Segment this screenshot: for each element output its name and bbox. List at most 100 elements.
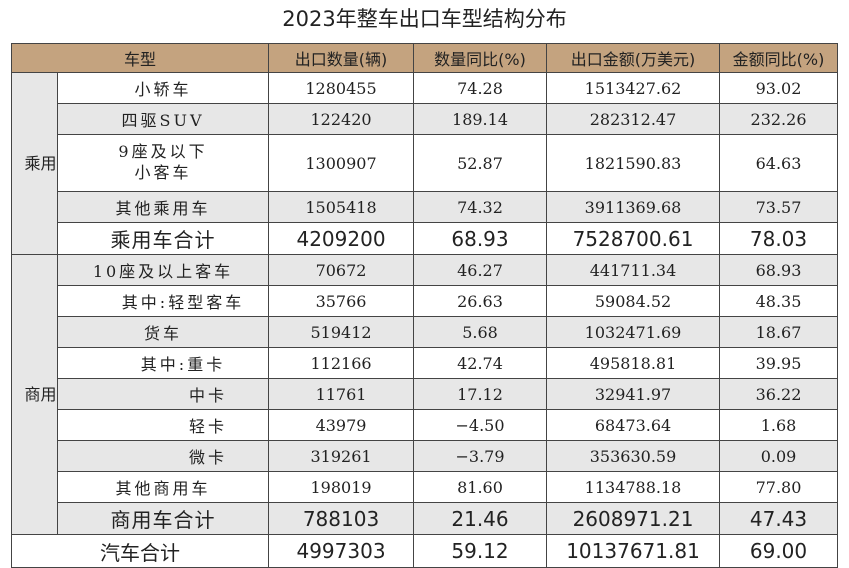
cell-amount: 1821590.83 <box>546 134 721 192</box>
cell-qty: 319261 <box>268 440 415 472</box>
cell-qty: 788103 <box>268 502 415 535</box>
cell-amount-yoy: 93.02 <box>719 72 839 104</box>
cell-qty-yoy: 46.27 <box>413 254 548 286</box>
cell-amount-yoy: 73.57 <box>719 191 839 223</box>
cell-qty: 1300907 <box>268 134 415 192</box>
cell-qty-yoy: 26.63 <box>413 285 548 317</box>
group-label-commercial: 商用车 <box>11 254 58 535</box>
cell-qty: 11761 <box>268 378 415 410</box>
table-row: 其中:轻型客车 35766 26.63 59084.52 48.35 <box>12 285 839 317</box>
cell-amount-yoy: 47.43 <box>719 502 839 535</box>
header-vehicle-type: 车型 <box>10 43 270 73</box>
cell-qty-yoy: 17.12 <box>413 378 548 410</box>
table-row: 其中:重卡 112166 42.74 495818.81 39.95 <box>12 347 839 379</box>
cell-qty: 70672 <box>268 254 415 286</box>
cell-amount-yoy: 77.80 <box>719 471 839 503</box>
row-name: 汽车合计 <box>10 534 270 568</box>
cell-amount: 1513427.62 <box>546 72 721 104</box>
subtotal-row-passenger: 乘用车合计 4209200 68.93 7528700.61 78.03 <box>12 222 839 255</box>
cell-qty: 4997303 <box>268 534 415 568</box>
table-row: 乘用车 小轿车 1280455 74.28 1513427.62 93.02 <box>11 72 839 255</box>
row-name-line-1: 9座及以下 <box>118 142 208 162</box>
row-name: 乘用车合计 <box>56 222 270 255</box>
table-row: 其他乘用车 1505418 74.32 3911369.68 73.57 <box>12 191 839 223</box>
row-name: 小轿车 <box>56 72 270 104</box>
cell-amount: 495818.81 <box>546 347 721 379</box>
row-name: 微卡 <box>56 440 270 472</box>
cell-amount: 1134788.18 <box>546 471 721 503</box>
cell-amount: 10137671.81 <box>546 534 721 568</box>
cell-amount-yoy: 232.26 <box>719 103 839 135</box>
cell-qty-yoy: 21.46 <box>413 502 548 535</box>
subtotal-row-commercial: 商用车合计 788103 21.46 2608971.21 47.43 <box>12 502 839 535</box>
table-row: 四驱SUV 122420 189.14 282312.47 232.26 <box>12 103 839 135</box>
row-name: 货车 <box>56 316 270 348</box>
cell-qty-yoy: 59.12 <box>413 534 548 568</box>
cell-amount-yoy: 1.68 <box>719 409 839 441</box>
cell-amount-yoy: 48.35 <box>719 285 839 317</box>
row-name: 其中:重卡 <box>56 347 270 379</box>
grand-total-row: 汽车合计 4997303 59.12 10137671.81 69.00 <box>10 534 839 568</box>
cell-amount: 2608971.21 <box>546 502 721 535</box>
table-row: 中卡 11761 17.12 32941.97 36.22 <box>12 378 839 410</box>
table-row: 9座及以下 小客车 1300907 52.87 1821590.83 64.63 <box>12 134 839 192</box>
header-row: 车型 出口数量(辆) 数量同比(%) 出口金额(万美元) 金额同比(%) <box>10 43 839 73</box>
cell-qty-yoy: 74.28 <box>413 72 548 104</box>
table-row: 商用车 10座及以上客车 70672 46.27 441711.34 68.93 <box>11 254 839 535</box>
table-row: 微卡 319261 −3.79 353630.59 0.09 <box>12 440 839 472</box>
cell-amount-yoy: 68.93 <box>719 254 839 286</box>
cell-qty-yoy: 5.68 <box>413 316 548 348</box>
row-name: 轻卡 <box>56 409 270 441</box>
row-name: 四驱SUV <box>56 103 270 135</box>
cell-qty-yoy: 52.87 <box>413 134 548 192</box>
cell-amount: 353630.59 <box>546 440 721 472</box>
row-name-line-2: 小客车 <box>134 163 192 182</box>
cell-amount: 441711.34 <box>546 254 721 286</box>
cell-qty: 4209200 <box>268 222 415 255</box>
header-amount-yoy: 金额同比(%) <box>719 43 839 73</box>
cell-qty: 43979 <box>268 409 415 441</box>
cell-qty-yoy: 74.32 <box>413 191 548 223</box>
row-name: 中卡 <box>56 378 270 410</box>
table-row: 货车 519412 5.68 1032471.69 18.67 <box>12 316 839 348</box>
cell-amount-yoy: 64.63 <box>719 134 839 192</box>
table-row: 轻卡 43979 −4.50 68473.64 1.68 <box>12 409 839 441</box>
cell-amount-yoy: 36.22 <box>719 378 839 410</box>
cell-amount-yoy: 18.67 <box>719 316 839 348</box>
cell-amount: 1032471.69 <box>546 316 721 348</box>
row-name: 其他乘用车 <box>56 191 270 223</box>
cell-amount-yoy: 78.03 <box>719 222 839 255</box>
cell-qty: 1280455 <box>268 72 415 104</box>
header-export-qty: 出口数量(辆) <box>268 43 415 73</box>
group-label-passenger: 乘用车 <box>11 72 58 255</box>
cell-amount-yoy: 69.00 <box>719 534 839 568</box>
cell-amount: 68473.64 <box>546 409 721 441</box>
cell-qty: 1505418 <box>268 191 415 223</box>
cell-qty: 519412 <box>268 316 415 348</box>
cell-amount: 59084.52 <box>546 285 721 317</box>
cell-qty-yoy: 81.60 <box>413 471 548 503</box>
header-export-amount: 出口金额(万美元) <box>546 43 721 73</box>
cell-qty: 35766 <box>268 285 415 317</box>
row-name: 其中:轻型客车 <box>56 285 270 317</box>
cell-amount: 282312.47 <box>546 103 721 135</box>
row-name: 10座及以上客车 <box>56 254 270 286</box>
cell-amount-yoy: 0.09 <box>719 440 839 472</box>
cell-qty-yoy: −4.50 <box>413 409 548 441</box>
table-title: 2023年整车出口车型结构分布 <box>282 7 567 31</box>
cell-amount: 3911369.68 <box>546 191 721 223</box>
row-name: 9座及以下 小客车 <box>56 134 270 192</box>
cell-qty-yoy: 189.14 <box>413 103 548 135</box>
cell-qty: 198019 <box>268 471 415 503</box>
cell-qty-yoy: −3.79 <box>413 440 548 472</box>
cell-amount: 7528700.61 <box>546 222 721 255</box>
table-row: 其他商用车 198019 81.60 1134788.18 77.80 <box>12 471 839 503</box>
cell-qty: 112166 <box>268 347 415 379</box>
cell-qty-yoy: 68.93 <box>413 222 548 255</box>
row-name: 其他商用车 <box>56 471 270 503</box>
cell-qty-yoy: 42.74 <box>413 347 548 379</box>
row-name: 商用车合计 <box>56 502 270 535</box>
cell-amount-yoy: 39.95 <box>719 347 839 379</box>
header-qty-yoy: 数量同比(%) <box>413 43 548 73</box>
cell-qty: 122420 <box>268 103 415 135</box>
